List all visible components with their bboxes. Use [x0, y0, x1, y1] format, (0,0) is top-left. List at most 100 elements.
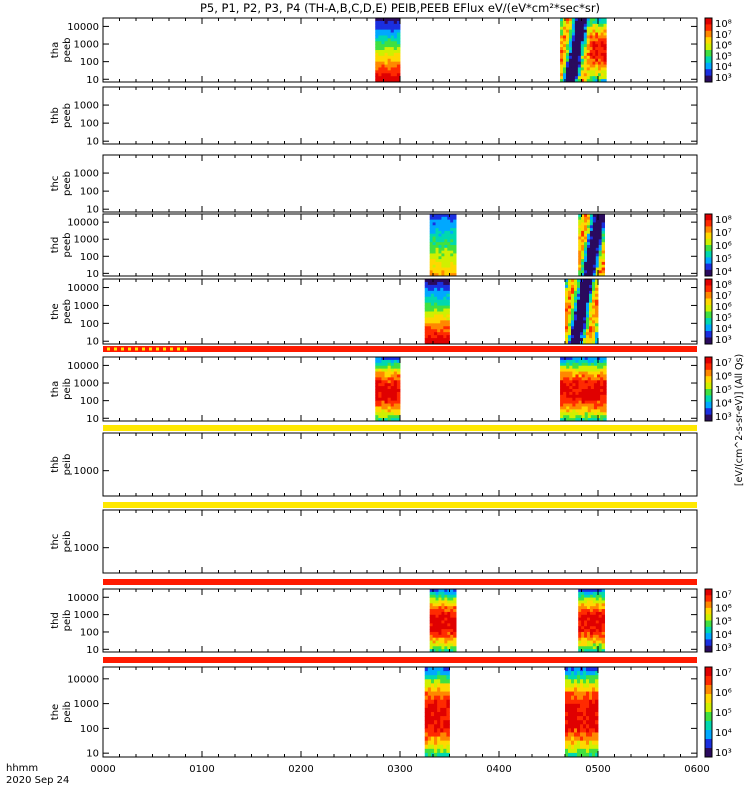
heat-cell	[592, 64, 596, 68]
heat-cell	[598, 617, 603, 621]
heat-cell	[396, 357, 401, 361]
colorbar-cell	[705, 618, 712, 621]
heat-cell	[396, 397, 401, 402]
heat-cell	[577, 20, 582, 25]
heat-cell	[572, 412, 576, 416]
heat-cell	[592, 603, 597, 607]
heat-cell	[603, 362, 607, 367]
heat-cell	[595, 679, 599, 684]
heat-cell	[432, 250, 436, 254]
heat-cell	[568, 703, 572, 709]
heat-cell	[581, 357, 586, 361]
colorbar-cell	[705, 411, 712, 414]
heat-cell	[375, 418, 379, 422]
heat-cell	[378, 79, 382, 83]
heat-cell	[589, 284, 593, 289]
heat-cell	[447, 617, 451, 621]
heat-cell	[438, 233, 442, 237]
heat-cell	[603, 32, 607, 36]
colorbar-cell	[705, 629, 712, 632]
heat-cell	[437, 332, 441, 336]
heat-cell	[571, 736, 575, 742]
heat-cell	[453, 591, 457, 596]
heat-cell	[578, 253, 582, 257]
heat-cell	[589, 214, 594, 218]
colorbar-cell	[705, 42, 712, 44]
heat-cell	[444, 228, 448, 232]
heat-cell	[572, 357, 576, 361]
panel-frame	[102, 509, 698, 574]
heat-cell	[441, 631, 445, 636]
heat-cell	[583, 290, 587, 295]
heat-cell	[387, 64, 392, 68]
heat-cell	[595, 323, 599, 327]
heat-cell	[581, 403, 586, 407]
colorbar-cell	[705, 416, 712, 419]
heat-cell	[592, 329, 596, 333]
heat-cell	[595, 58, 599, 63]
heat-cell	[592, 73, 596, 77]
heat-cell	[584, 594, 588, 598]
y-tick-label: 10000	[67, 22, 99, 33]
heat-cell	[565, 70, 570, 74]
heat-cell	[440, 281, 444, 286]
heat-cell	[601, 620, 605, 624]
heat-cell	[569, 412, 573, 416]
heat-cell	[593, 400, 598, 404]
heat-cell	[453, 614, 457, 619]
heat-cell	[569, 383, 573, 387]
heat-cell	[450, 600, 454, 604]
heat-cell	[587, 250, 591, 254]
heat-cell	[589, 600, 594, 604]
heat-cell	[577, 691, 581, 697]
heat-cell	[584, 591, 588, 596]
heat-cell	[424, 332, 429, 336]
heat-cell	[587, 626, 591, 630]
y-axis-label-species: peib	[62, 610, 73, 632]
heat-cell	[560, 391, 564, 396]
heat-cell	[584, 357, 589, 361]
heat-cell	[571, 683, 575, 688]
heat-cell	[586, 32, 591, 36]
heat-cell	[587, 230, 591, 235]
heat-cell	[440, 335, 444, 339]
heat-cell	[598, 273, 603, 277]
heat-cell	[443, 748, 447, 754]
heat-cell	[592, 732, 596, 737]
heat-cell	[574, 724, 578, 729]
heat-cell	[560, 400, 564, 404]
heat-cell	[427, 675, 432, 680]
heat-cell	[424, 323, 429, 327]
heat-cell	[396, 55, 401, 60]
heat-cell	[568, 744, 572, 750]
heat-cell	[593, 368, 598, 372]
colorbar-cell	[705, 337, 712, 340]
heat-cell	[381, 400, 385, 404]
heat-cell	[587, 640, 591, 644]
heat-cell	[603, 412, 607, 416]
heat-cell	[375, 380, 379, 384]
colorbar-tick-label: 10⁵	[715, 708, 732, 719]
heat-cell	[578, 270, 582, 274]
heat-cell	[581, 362, 586, 367]
heat-cell	[580, 691, 584, 697]
heat-cell	[381, 374, 385, 378]
heat-cell	[447, 250, 451, 254]
heat-cell	[571, 20, 576, 25]
heat-cell	[432, 649, 436, 653]
heat-cell	[583, 29, 588, 33]
y-tick-label: 1000	[74, 169, 99, 180]
heat-cell	[434, 695, 438, 701]
heat-cell	[568, 76, 573, 80]
heat-cell	[563, 389, 567, 393]
heat-cell	[584, 247, 588, 252]
heat-cell	[580, 744, 584, 750]
heat-cell	[565, 20, 570, 25]
heat-cell	[381, 64, 385, 68]
heat-cell	[581, 415, 586, 419]
heat-cell	[574, 41, 579, 45]
spectrogram-block	[375, 18, 401, 83]
heat-cell	[375, 377, 379, 381]
heat-cell	[387, 383, 392, 387]
heat-cell	[601, 631, 605, 636]
